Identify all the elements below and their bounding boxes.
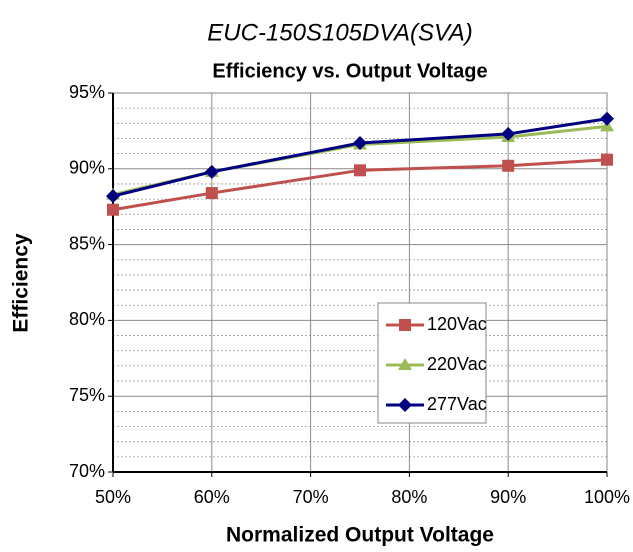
marker [353,136,367,151]
y-tick-label: 75% [69,385,105,405]
marker [106,189,120,204]
legend-label: 220Vac [427,354,487,374]
y-tick-label: 90% [69,158,105,178]
marker [354,164,366,177]
y-tick-label: 95% [69,82,105,102]
legend-label: 277Vac [427,394,487,414]
x-tick-label: 60% [194,487,230,507]
x-tick-label: 70% [293,487,329,507]
marker [501,126,516,141]
marker [204,164,219,179]
marker [107,203,119,216]
x-tick-label: 100% [584,487,630,507]
legend-label: 120Vac [427,314,487,334]
chart-subtitle: Efficiency vs. Output Voltage [212,60,487,82]
marker [502,159,515,172]
marker [600,111,614,126]
y-tick-label: 70% [69,461,105,481]
legend-marker [398,358,412,370]
y-tick-label: 85% [69,233,105,253]
y-axis-label: Efficiency [10,233,33,333]
legend-box [377,302,487,424]
marker [205,187,218,200]
x-tick-label: 90% [490,487,526,507]
x-tick-label: 80% [391,487,427,507]
series-line [112,117,608,198]
y-tick-label: 80% [69,309,105,329]
chart-title: EUC-150S105DVA(SVA) [207,19,472,46]
x-tick-label: 50% [95,487,131,507]
marker [601,153,613,166]
legend-marker [399,319,411,331]
x-axis-label: Normalized Output Voltage [226,524,494,547]
legend-marker [398,398,412,412]
